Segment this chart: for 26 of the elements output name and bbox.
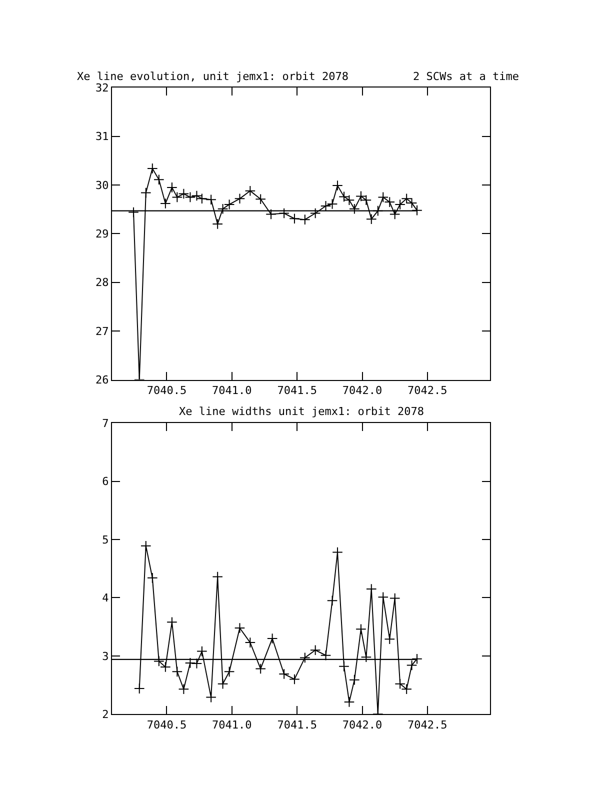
x-tick-label: 7042.0 — [342, 384, 382, 397]
y-tick-label: 26 — [96, 374, 109, 387]
chart-title: Xe line evolution, unit jemx1: orbit 2078 — [77, 70, 349, 83]
y-tick-label: 31 — [96, 130, 109, 144]
y-tick-label: 28 — [96, 276, 109, 290]
y-tick-label: 7 — [102, 416, 109, 430]
x-tick-label: 7042.0 — [342, 718, 382, 732]
x-tick-label: 7042.5 — [408, 718, 448, 732]
x-tick-label: 7041.5 — [277, 718, 317, 732]
x-tick-label: 7041.5 — [277, 384, 317, 397]
y-tick-label: 2 — [102, 708, 109, 722]
y-tick-label: 29 — [96, 228, 109, 241]
x-tick-label: 7040.5 — [146, 384, 187, 397]
y-tick-label: 6 — [102, 475, 109, 488]
x-tick-label: 7042.5 — [408, 384, 448, 397]
y-tick-label: 30 — [96, 178, 109, 192]
y-tick-label: 4 — [102, 592, 110, 605]
y-tick-label: 32 — [96, 81, 109, 94]
text: 2 SCWs at a time — [413, 70, 519, 83]
x-tick-label: 7041.0 — [212, 718, 252, 732]
y-tick-label: 3 — [102, 650, 109, 663]
x-tick-label: 7041.0 — [212, 384, 252, 397]
y-tick-label: 27 — [96, 324, 109, 338]
x-tick-label: 7040.5 — [146, 718, 187, 732]
y-tick-label: 5 — [102, 533, 109, 546]
chart-title: Xe line widths unit jemx1: orbit 2078 — [179, 405, 424, 418]
